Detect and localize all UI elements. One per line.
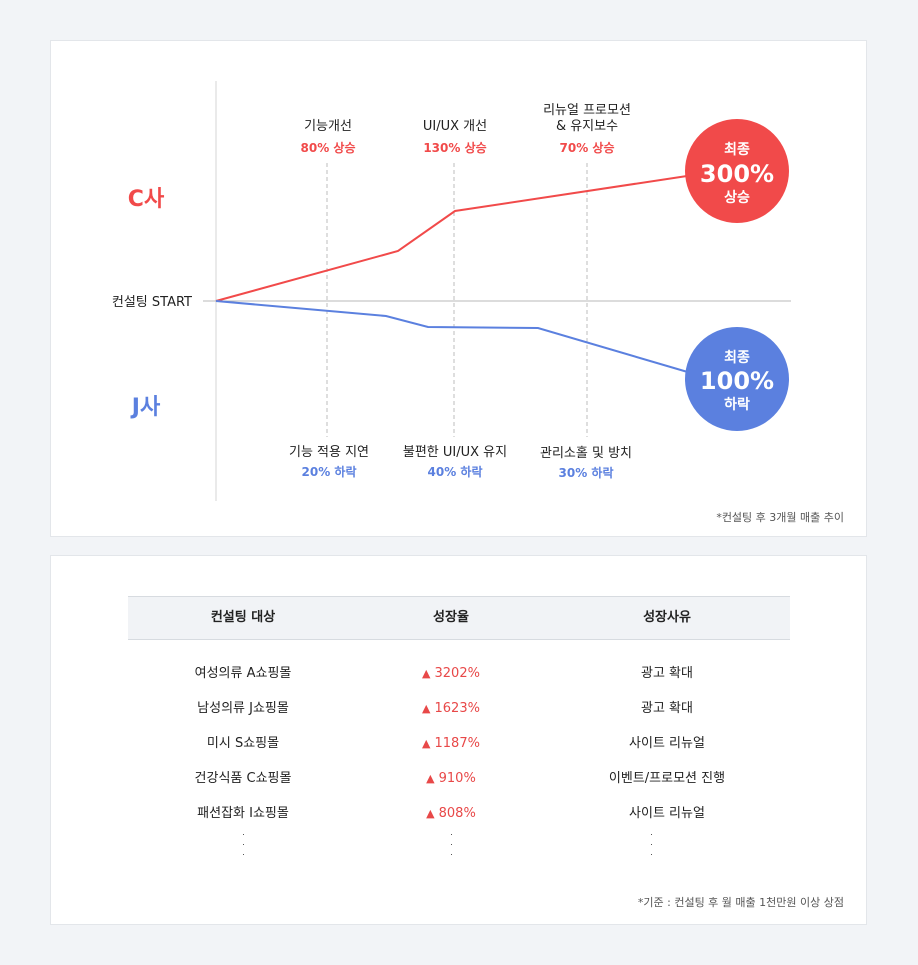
cell-reason: 사이트 리뉴얼 xyxy=(629,806,705,821)
table-row: 미시 S쇼핑몰 ▲ 1187% 사이트 리뉴얼 xyxy=(128,730,790,765)
milestone-j-1-title: 기능 적용 지연 xyxy=(289,445,369,460)
milestone-c-2-value: 130% 상승 xyxy=(423,140,486,155)
growth-table-card: 컨설팅 대상 성장율 성장사유 여성의류 A쇼핑몰 ▲ 3202% 광고 확대 남성의류… xyxy=(50,555,867,925)
cell-target: 남성의류 J쇼핑몰 xyxy=(197,701,289,716)
final-badge-j xyxy=(685,327,789,431)
cell-target: 여성의류 A쇼핑몰 xyxy=(194,666,292,681)
continuation-dots xyxy=(128,834,790,874)
dots-col-1 xyxy=(241,834,245,866)
milestone-c-3-title-line: 리뉴얼 프로모션 xyxy=(543,103,631,118)
final-badge-c-top: 최종 xyxy=(724,142,750,158)
table-footnote: *기준 : 컨설팅 후 월 매출 1천만원 이상 상점 xyxy=(637,896,844,909)
header-rate: 성장율 xyxy=(433,610,469,625)
cell-target: 미시 S쇼핑몰 xyxy=(206,736,280,751)
cell-rate: ▲ 808% xyxy=(358,800,544,828)
series-line-j xyxy=(215,300,692,374)
final-badge-c-bottom: 상승 xyxy=(724,190,750,206)
up-triangle-icon: ▲ xyxy=(426,772,435,785)
milestone-j-3-value: 30% 하락 xyxy=(559,465,614,480)
company-label-c: C사 xyxy=(128,187,165,212)
final-badge-j-bottom: 하락 xyxy=(724,396,750,413)
milestone-c-3-title: 리뉴얼 프로모션 & 유지보수 xyxy=(543,103,631,134)
milestone-c-3-title-line: & 유지보수 xyxy=(556,119,618,134)
final-badge-j-top: 최종 xyxy=(724,350,750,366)
series-line-c xyxy=(215,175,688,302)
growth-chart-card: C사 J사 컨설팅 START 기능개선 80% 상승 UI/UX 개선 130… xyxy=(50,40,867,537)
table-header: 컨설팅 대상 성장율 성장사유 xyxy=(128,596,790,640)
milestone-c-1-title: 기능개선 xyxy=(304,119,352,134)
rate-value: 1623% xyxy=(434,701,480,716)
cell-rate: ▲ 910% xyxy=(358,765,544,793)
table-row: 남성의류 J쇼핑몰 ▲ 1623% 광고 확대 xyxy=(128,695,790,730)
cell-rate: ▲ 1187% xyxy=(358,730,544,758)
dots-col-2 xyxy=(449,834,453,866)
final-badge-j-value: 100% xyxy=(700,367,774,395)
chart-footnote: *컨설팅 후 3개월 매출 추이 xyxy=(716,511,844,524)
cell-reason: 사이트 리뉴얼 xyxy=(629,736,705,751)
up-triangle-icon: ▲ xyxy=(422,702,431,715)
table-row: 패션잡화 I쇼핑몰 ▲ 808% 사이트 리뉴얼 xyxy=(128,800,790,835)
cell-target: 건강식품 C쇼핑몰 xyxy=(194,771,292,786)
cell-rate: ▲ 3202% xyxy=(358,660,544,688)
milestone-j-1-value: 20% 하락 xyxy=(302,464,357,479)
dots-col-3 xyxy=(649,834,653,866)
milestone-c-2-title: UI/UX 개선 xyxy=(423,119,487,134)
milestone-c-1-value: 80% 상승 xyxy=(301,140,356,155)
table-row: 건강식품 C쇼핑몰 ▲ 910% 이벤트/프로모션 진행 xyxy=(128,765,790,800)
milestone-j-2-title: 불편한 UI/UX 유지 xyxy=(403,445,507,460)
milestone-c-3-value: 70% 상승 xyxy=(560,140,615,155)
rate-value: 808% xyxy=(438,806,476,821)
final-badge-c xyxy=(685,119,789,223)
cell-reason: 광고 확대 xyxy=(641,701,693,716)
rate-value: 3202% xyxy=(434,666,480,681)
cell-reason: 광고 확대 xyxy=(641,666,693,681)
growth-line-chart: C사 J사 컨설팅 START 기능개선 80% 상승 UI/UX 개선 130… xyxy=(112,81,791,501)
rate-value: 1187% xyxy=(434,736,480,751)
origin-label: 컨설팅 START xyxy=(112,295,192,310)
up-triangle-icon: ▲ xyxy=(422,667,431,680)
cell-target: 패션잡화 I쇼핑몰 xyxy=(197,806,289,821)
company-label-j: J사 xyxy=(130,395,161,420)
table-body: 여성의류 A쇼핑몰 ▲ 3202% 광고 확대 남성의류 J쇼핑몰 ▲ 1623% 광고 확대… xyxy=(128,660,790,835)
table-row: 여성의류 A쇼핑몰 ▲ 3202% 광고 확대 xyxy=(128,660,790,695)
final-badge-c-value: 300% xyxy=(700,160,774,188)
cell-reason: 이벤트/프로모션 진행 xyxy=(608,771,726,786)
rate-value: 910% xyxy=(438,771,476,786)
header-reason: 성장사유 xyxy=(643,610,691,625)
up-triangle-icon: ▲ xyxy=(422,737,431,750)
cell-rate: ▲ 1623% xyxy=(358,695,544,723)
up-triangle-icon: ▲ xyxy=(426,807,435,820)
milestone-j-2-value: 40% 하락 xyxy=(428,464,483,479)
milestone-j-3-title: 관리소홀 및 방치 xyxy=(540,446,632,461)
header-target: 컨설팅 대상 xyxy=(210,610,276,625)
